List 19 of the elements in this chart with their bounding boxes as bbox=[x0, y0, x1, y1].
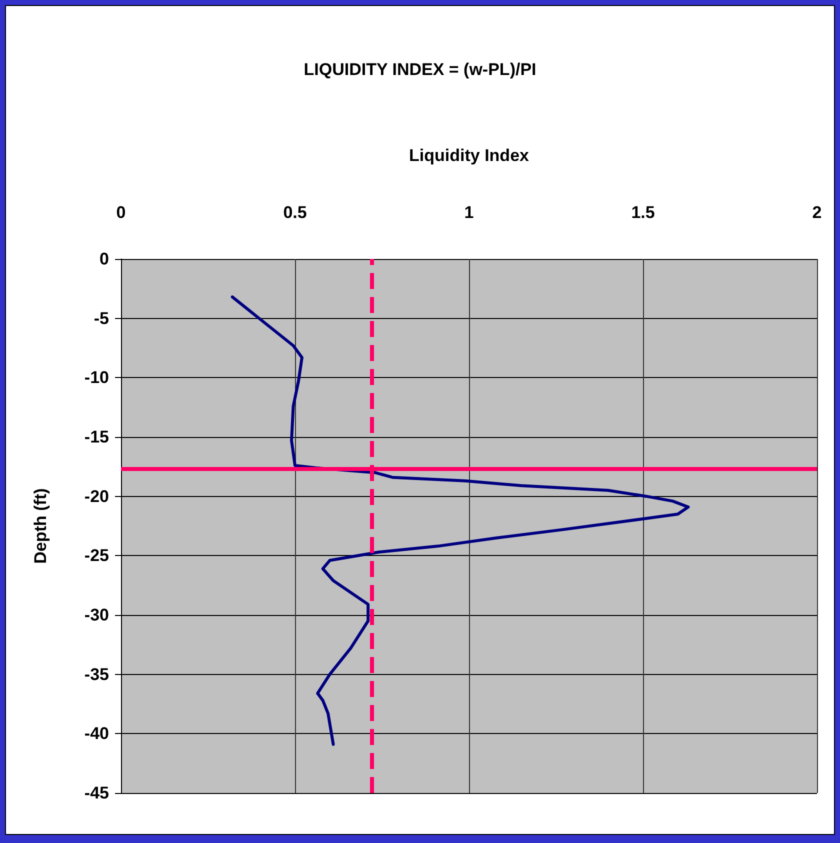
x-tick-label: 0 bbox=[116, 203, 126, 222]
y-tick-label: 0 bbox=[100, 250, 109, 268]
y-tick-label: -20 bbox=[84, 486, 109, 506]
x-tick-label: 2 bbox=[812, 203, 822, 222]
chart-title: LIQUIDITY INDEX = (w-PL)/PI bbox=[304, 60, 536, 79]
x-axis-title: Liquidity Index bbox=[409, 146, 530, 165]
line-series bbox=[230, 295, 690, 746]
y-tick-label: -45 bbox=[84, 784, 109, 802]
y-tick-label: -15 bbox=[84, 428, 109, 446]
y-tick-label: -5 bbox=[94, 308, 109, 328]
x-tick-label: 1.5 bbox=[631, 203, 655, 222]
y-tick-label: -10 bbox=[84, 368, 109, 388]
x-tick-label: 1 bbox=[464, 203, 474, 222]
y-tick-label: -40 bbox=[84, 724, 109, 744]
y-tick-label: -30 bbox=[84, 606, 109, 624]
y-tick-label: -35 bbox=[84, 664, 109, 684]
y-axis-title: Depth (ft) bbox=[31, 488, 50, 564]
y-tick-label: -25 bbox=[84, 546, 109, 566]
x-tick-label: 0.5 bbox=[283, 203, 307, 222]
